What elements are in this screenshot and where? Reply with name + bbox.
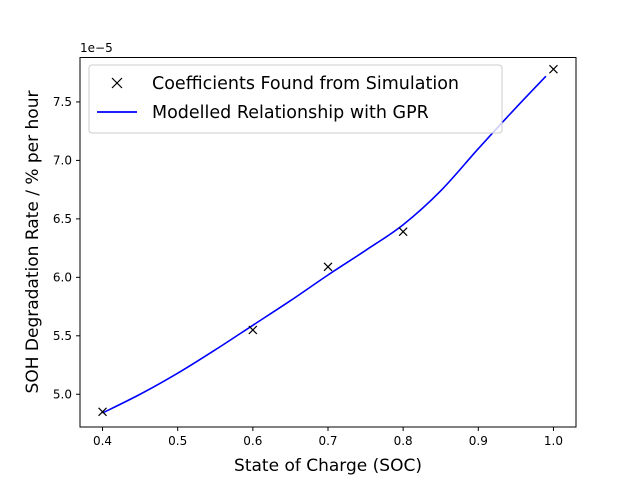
data-point-marker [98, 407, 107, 417]
data-point-marker [248, 325, 258, 335]
y-tick-label: 7.5 [53, 95, 72, 109]
x-tick-label: 0.4 [93, 434, 112, 448]
legend-label-simulation: Coefficients Found from Simulation [152, 74, 459, 94]
x-tick-label: 1.0 [544, 434, 563, 448]
gpr-line [102, 75, 547, 414]
y-tick-label: 5.5 [53, 329, 72, 343]
ticks: 0.4 0.5 0.6 0.7 0.8 0.9 1.0 5.0 5.5 6.0 6.5 7.0 7.5 [53, 95, 563, 448]
y-tick-label: 6.0 [53, 270, 72, 284]
x-axis-title: State of Charge (SOC) [234, 456, 422, 476]
x-tick-label: 0.9 [469, 434, 488, 448]
y-axis-title: SOH Degradation Rate / % per hour [23, 91, 43, 394]
plot-frame [79, 57, 577, 428]
y-tick-label: 6.5 [53, 212, 72, 226]
legend-marker-x [111, 77, 123, 89]
legend: Coefficients Found from Simulation Model… [88, 64, 503, 134]
data-point-marker [398, 227, 408, 237]
legend-box [88, 64, 503, 134]
y-axis-offset-text: 1e−5 [80, 41, 113, 55]
x-tick-label: 0.5 [168, 434, 187, 448]
data-point-marker [549, 64, 558, 74]
y-tick-label: 5.0 [53, 387, 72, 401]
x-tick-label: 0.7 [318, 434, 337, 448]
y-tick-label: 7.0 [53, 153, 72, 167]
x-tick-label: 0.8 [394, 434, 413, 448]
data-point-marker [323, 262, 333, 272]
x-tick-label: 0.6 [243, 434, 262, 448]
series-layer [98, 64, 558, 417]
legend-label-gpr: Modelled Relationship with GPR [152, 103, 429, 123]
